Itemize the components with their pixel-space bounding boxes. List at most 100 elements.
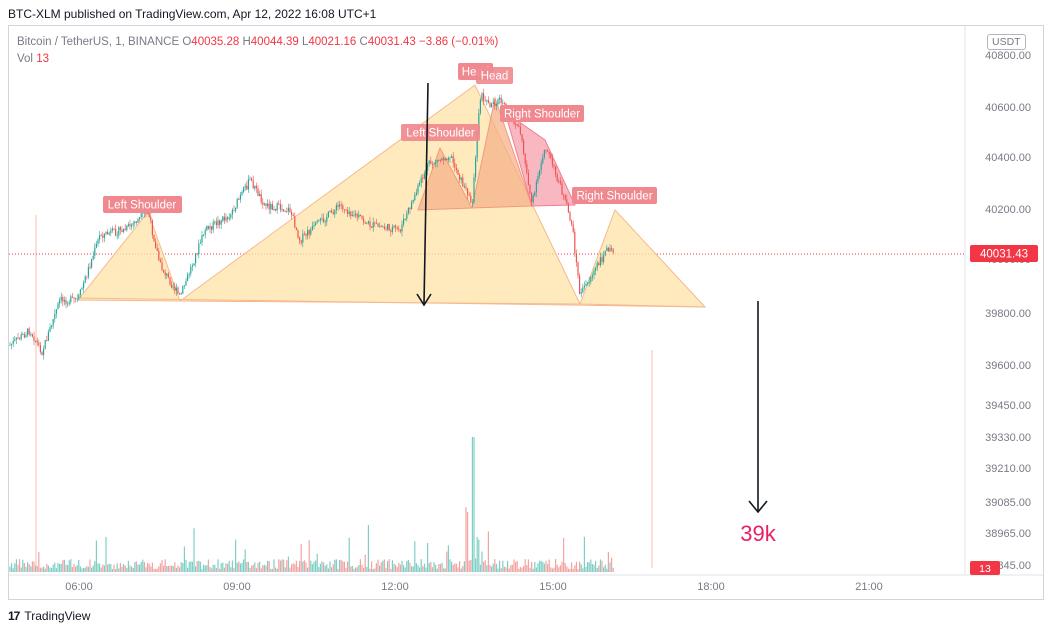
candle-body [175,287,177,291]
candle-body [334,210,336,215]
candle-body [84,276,86,284]
label-right-shoulder-2: Right Shoulder [572,187,657,204]
candle-body [279,204,281,210]
legend-open: 40035.28 [191,36,240,48]
volume-bar [494,559,496,572]
candle-body [574,231,576,254]
volume-bar [366,566,368,572]
volume-bar [166,566,168,572]
volume-bar [521,567,523,572]
candle-body [142,212,144,214]
volume-bar [108,563,110,572]
candle-body [439,160,441,162]
price-axis[interactable]: 40800.0040600.0040400.0040200.0040000.00… [985,50,1031,572]
volume-bar [236,562,238,572]
volume-bar [111,568,113,572]
candle-body [428,160,430,164]
price-chart[interactable]: Left Shoulder Head Head Left Shoulder Ri… [0,0,1052,600]
volume-bar [491,566,493,572]
candle-body [502,102,504,104]
volume-bar [283,559,285,572]
volume-bar [151,562,153,572]
candle-body [409,207,411,210]
candle-body [265,203,267,207]
volume-bar [427,542,429,572]
candle-body [351,214,353,217]
volume-bar [171,565,173,572]
candle-body [564,195,566,200]
candle-body [209,226,211,229]
candle-body [73,297,75,299]
candle-body [593,270,595,276]
volume-bar [443,568,445,572]
volume-bar [409,562,411,572]
volume-bar [153,568,155,572]
volume-bar [139,564,141,572]
candle-body [118,227,120,236]
candle-body [239,194,241,200]
volume-bar [105,537,107,572]
candle-body [163,269,165,273]
volume-bar [412,566,414,572]
volume-bar [73,563,75,572]
volume-bar [454,563,456,572]
volume-bar [163,565,165,572]
candle-body [95,243,97,248]
candle-body [412,199,414,202]
volume-bar [185,559,187,572]
candle-body [22,334,24,336]
candle-body [180,293,182,295]
candle-body [369,221,371,227]
time-axis[interactable]: 06:00 09:00 12:00 15:00 18:00 21:00 [65,581,883,593]
candle-body [569,212,571,221]
candle-body [553,164,555,167]
candle-body [539,170,541,176]
volume-bar [451,562,453,572]
candle-body [316,221,318,223]
time-tick-label: 15:00 [539,581,567,593]
candle-body [348,211,350,214]
currency-button[interactable]: USDT [987,34,1026,50]
candle-body [371,226,373,228]
candle-body [215,221,217,226]
volume-bar [596,568,598,572]
candle-body [519,126,521,135]
volume-bar [275,567,277,572]
volume-bar [374,568,376,572]
volume-bar [500,568,502,572]
volume-bar [233,567,235,572]
volume-bar [595,561,597,572]
candle-body [185,280,187,286]
volume-bar [577,568,579,572]
candle-body [585,284,587,286]
volume-bar [57,562,59,572]
candle-body [303,233,305,235]
candle-body [174,286,176,291]
candle-body [399,229,401,232]
candle-body [339,204,341,207]
label-head-2: Head [476,67,513,84]
candle-body [534,192,536,196]
volume-bar [97,563,99,572]
candle-body [391,227,393,232]
volume-bar [463,561,465,572]
candle-body [595,268,597,271]
volume-bar [609,562,611,572]
svg-text:Right Shoulder: Right Shoulder [504,109,580,121]
volume-bar [148,563,150,572]
candle-body [94,247,96,256]
candle-body [481,93,483,100]
candle-body [446,159,448,161]
candle-body [603,255,605,262]
candle-body [545,149,547,152]
label-left-shoulder-1: Left Shoulder [103,196,182,213]
volume-bar [135,561,137,572]
volume-bar [372,568,374,572]
volume-bar [212,564,214,572]
volume-bar [459,561,461,572]
volume-bar [247,561,249,572]
volume-bar [289,567,291,572]
volume-bar [531,561,533,572]
candle-body [382,226,384,228]
volume-bar [219,568,221,572]
